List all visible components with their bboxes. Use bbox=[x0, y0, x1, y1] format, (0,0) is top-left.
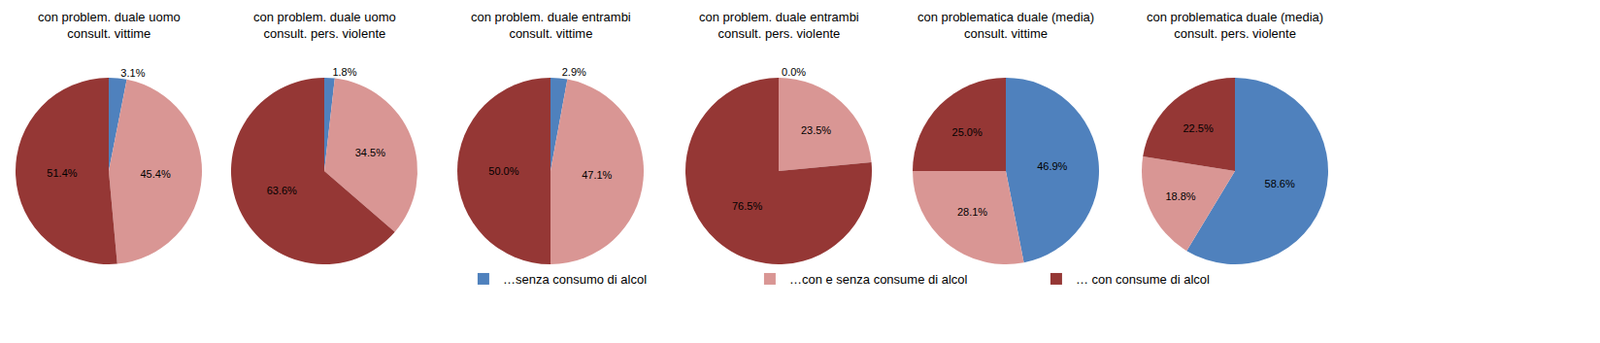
svg-text:76.5%: 76.5% bbox=[732, 200, 763, 212]
svg-text:23.5%: 23.5% bbox=[800, 124, 832, 136]
svg-text:50.0%: 50.0% bbox=[488, 165, 519, 177]
svg-text:58.6%: 58.6% bbox=[1265, 177, 1296, 190]
svg-text:51.4%: 51.4% bbox=[46, 166, 77, 179]
svg-text:25.0%: 25.0% bbox=[952, 126, 983, 138]
svg-text:45.4%: 45.4% bbox=[139, 167, 170, 180]
svg-text:34.5%: 34.5% bbox=[355, 146, 386, 159]
svg-text:…con e senza consume di alcol: …con e senza consume di alcol bbox=[789, 271, 968, 287]
svg-text:0.0%: 0.0% bbox=[781, 66, 806, 78]
svg-text:con problematica duale (media): con problematica duale (media)consult. p… bbox=[1146, 9, 1324, 41]
svg-text:…senza consumo di alcol: …senza consumo di alcol bbox=[502, 271, 647, 287]
svg-text:… con consume di alcol: … con consume di alcol bbox=[1075, 271, 1210, 287]
svg-text:3.1%: 3.1% bbox=[120, 66, 145, 79]
svg-text:con problem. duale uomoconsult: con problem. duale uomoconsult. pers. vi… bbox=[253, 9, 397, 41]
svg-text:47.1%: 47.1% bbox=[581, 168, 612, 181]
svg-text:18.8%: 18.8% bbox=[1165, 190, 1196, 202]
svg-text:1.8%: 1.8% bbox=[332, 66, 357, 78]
svg-text:2.9%: 2.9% bbox=[562, 66, 587, 78]
svg-text:con problem. duale entrambicon: con problem. duale entrambiconsult. pers… bbox=[699, 9, 860, 41]
svg-text:con problem. duale uomoconsult: con problem. duale uomoconsult. vittime bbox=[37, 9, 181, 41]
svg-text:22.5%: 22.5% bbox=[1182, 122, 1213, 134]
svg-text:con problem. duale entrambicon: con problem. duale entrambiconsult. vitt… bbox=[470, 9, 632, 41]
svg-text:28.1%: 28.1% bbox=[957, 205, 988, 218]
svg-text:46.9%: 46.9% bbox=[1036, 160, 1067, 172]
svg-text:63.6%: 63.6% bbox=[266, 184, 298, 197]
svg-text:con problematica duale (media): con problematica duale (media)consult. v… bbox=[917, 9, 1095, 41]
